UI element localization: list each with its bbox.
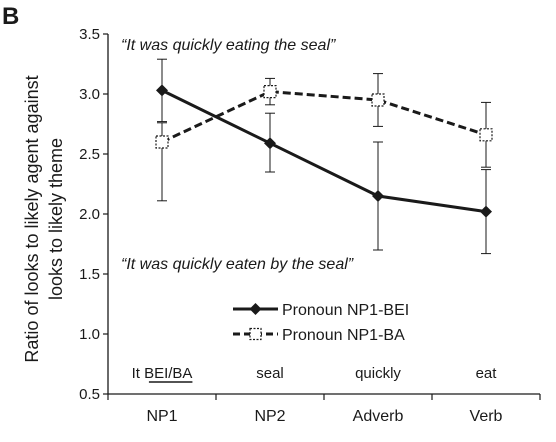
legend: Pronoun NP1-BEI Pronoun NP1-BA [233, 302, 409, 344]
data-point [264, 86, 276, 98]
word-label: seal [256, 365, 284, 382]
legend-marker-bei [250, 303, 262, 315]
series-bei [156, 59, 492, 253]
series-line [162, 90, 486, 211]
y-tick-label: 1.0 [79, 326, 100, 343]
word-labels: It BEI/BA seal quickly eat [132, 365, 498, 382]
word-label: eat [476, 365, 498, 382]
legend-marker-ba [250, 329, 261, 340]
y-tick-label: 1.5 [79, 266, 100, 283]
x-tick-label: NP1 [146, 408, 177, 425]
data-point [372, 190, 384, 202]
series-layer [156, 59, 492, 253]
legend-label-ba: Pronoun NP1-BA [282, 327, 405, 344]
y-tick-label: 2.0 [79, 206, 100, 223]
x-tick-label: NP2 [254, 408, 285, 425]
annotation-bottom: “It was quickly eaten by the seal” [121, 256, 354, 273]
series-ba [156, 74, 492, 201]
x-tick-label: Verb [470, 408, 503, 425]
x-tick-label: Adverb [353, 408, 404, 425]
y-tick-label: 2.5 [79, 146, 100, 163]
word-label: quickly [355, 365, 401, 382]
y-tick-label: 3.5 [79, 26, 100, 43]
annotation-top: “It was quickly eating the seal” [121, 37, 336, 54]
data-point [372, 94, 384, 106]
data-point [480, 129, 492, 141]
y-tick-label: 3.0 [79, 86, 100, 103]
y-tick-label: 0.5 [79, 386, 100, 403]
y-axis-label-line2: looks to likely theme [46, 138, 66, 300]
word-label: It BEI/BA [132, 365, 193, 382]
data-point [156, 84, 168, 96]
series-line [162, 92, 486, 142]
y-axis-label-line1: Ratio of looks to likely agent against [22, 75, 42, 362]
legend-label-bei: Pronoun NP1-BEI [282, 302, 409, 319]
data-point [480, 206, 492, 218]
panel-label: B [2, 3, 19, 30]
data-point [156, 136, 168, 148]
data-point [264, 137, 276, 149]
